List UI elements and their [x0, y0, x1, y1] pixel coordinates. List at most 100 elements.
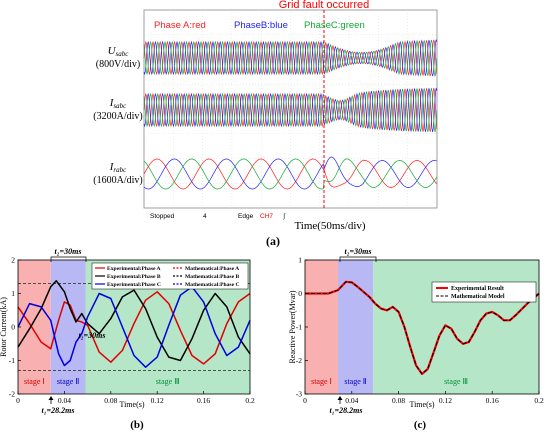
b-legend-label: Experimental:Phase C: [107, 282, 161, 288]
c-x-tick-label: 0.04: [345, 396, 358, 405]
status-channel: CH7: [260, 213, 273, 220]
c-legend-label: Experimental Result: [451, 286, 504, 292]
row-scale: (1600A/div): [93, 175, 142, 186]
c-y-tick-label: -1: [296, 323, 302, 332]
time-label: Time(50ms/div): [294, 220, 365, 232]
c-y-tick-label: 1: [298, 256, 302, 265]
c-stage-2-label: stage Ⅱ: [344, 377, 366, 386]
b-legend-label: Experimental:Phase B: [107, 274, 161, 280]
c-stage-1-label: stage Ⅰ: [311, 377, 332, 386]
c-xlabel: Time(s): [409, 400, 434, 409]
c-legend-box: [431, 281, 537, 303]
scope-irabc-phase-c: [143, 158, 438, 190]
row-label-irabc: Irabc (1600A/div): [93, 161, 142, 186]
status-stopped: Stopped: [150, 213, 175, 220]
caption-b: (b): [130, 419, 144, 431]
status-mark: ʃ: [282, 212, 286, 220]
b-ylabel: Rotor Current(kA): [0, 297, 8, 357]
b-ticks: 0 0.04 0.08 0.12 0.16 0.2 2 1 0 -1 -2: [9, 256, 255, 406]
row-label-isabc: Isabc (3200A/div): [93, 97, 142, 122]
b-x-tick-label: 0: [16, 396, 20, 405]
row-scale: (800V/div): [96, 59, 140, 70]
c-stage-3-label: stage Ⅲ: [444, 377, 468, 386]
c-series-mathematical-model: [305, 281, 540, 375]
b-legend-box: [91, 262, 249, 290]
row-label-sub: sabc: [113, 102, 127, 110]
c-series: [305, 280, 540, 375]
b-series: [17, 280, 251, 368]
c-stage-labels: stage Ⅰ stage Ⅱ stage Ⅲ: [311, 377, 468, 386]
c-ylabel: Reactive Power(Mvar): [288, 290, 297, 363]
c-stage-1-region: [305, 260, 338, 394]
c-y-tick-label: -2: [296, 356, 302, 365]
legend-phase-c: PhaseC:green: [304, 20, 365, 31]
caption-c: (c): [414, 419, 427, 431]
b-series-phase-c: [17, 286, 251, 368]
b-legend-label: Experimental:Phase A: [107, 266, 161, 272]
row-label-main: I: [109, 161, 115, 173]
c-stage-3-region: [373, 260, 539, 394]
b-y-tick-label: 1: [11, 289, 15, 298]
b-legend-label: Mathematical:Phase B: [185, 274, 239, 280]
b-x-tick-label: 0.08: [104, 396, 117, 405]
status-edge: Edge: [238, 213, 254, 220]
row-label-sub: rabc: [113, 166, 127, 174]
scope-usabc-phase-c: [143, 39, 438, 77]
svg-text:Usabc: Usabc: [108, 45, 130, 58]
b-stage-3-label: stage Ⅲ: [156, 377, 180, 386]
c-ticks: 0 0.04 0.08 0.12 0.16 0.2 1 0 -1 -2 -3: [296, 256, 544, 406]
legend-phase-a: Phase A:red: [154, 20, 206, 31]
scope-isabc-phase-b: [143, 88, 438, 132]
b-y-tick-label: 0: [11, 323, 15, 332]
scope-usabc-phase-a: [143, 39, 438, 77]
b-x-tick-label: 0.12: [151, 396, 164, 405]
b-x-tick-label: 0.2: [245, 396, 255, 405]
panel-a: Grid fault occurred Phase A:red PhaseB:b…: [93, 0, 438, 248]
b-t2-mid-label: t₂=30ms: [79, 331, 106, 340]
b-y-tick-label: 2: [11, 256, 15, 265]
c-t1-label: t₁=28.2ms: [330, 406, 363, 415]
b-legend: Experimental:Phase A Mathematical:Phase A…: [91, 262, 249, 290]
c-x-tick-label: 0: [303, 396, 307, 405]
row-scale: (3200A/div): [93, 111, 142, 122]
b-y-tick-label: -2: [9, 390, 15, 399]
c-x-tick-label: 0.2: [534, 396, 544, 405]
b-stage-1-region: [18, 260, 51, 394]
b-t1-arrowhead: [48, 396, 54, 400]
c-t2-top-label: t₂=30ms: [345, 247, 372, 256]
row-label-main: U: [108, 45, 117, 57]
row-label-usabc: Usabc (800V/div): [96, 45, 140, 70]
scope-isabc-phase-a: [143, 88, 438, 132]
b-x-tick-label: 0.04: [58, 396, 71, 405]
svg-text:Irabc: Irabc: [109, 161, 127, 174]
scope-irabc-phase-a: [143, 158, 438, 190]
b-stage-labels: stage Ⅰ stage Ⅱ stage Ⅲ: [24, 377, 180, 386]
c-x-tick-label: 0.08: [392, 396, 405, 405]
svg-text:Isabc: Isabc: [109, 97, 127, 110]
c-x-tick-label: 0.12: [439, 396, 452, 405]
c-legend-label: Mathematical Model: [451, 294, 505, 300]
caption-a: (a): [266, 234, 280, 248]
b-stage-1-label: stage Ⅰ: [24, 377, 45, 386]
b-xlabel: Time(s): [119, 400, 144, 409]
legend-phase-b: PhaseB:blue: [234, 20, 288, 31]
status-number: 4: [203, 213, 207, 220]
c-x-tick-label: 0.16: [486, 396, 499, 405]
b-stage-2-region: [50, 260, 86, 394]
b-t2-bracket: [50, 256, 87, 262]
row-label-main: I: [109, 97, 115, 109]
row-label-sub: sabc: [116, 50, 130, 58]
scope-usabc-phase-b: [143, 39, 438, 77]
b-series-phase-a: [17, 291, 251, 365]
c-stage-2-region: [337, 260, 374, 394]
b-t1-label: t₁=28.2ms: [42, 406, 75, 415]
b-legend-label: Mathematical:Phase C: [185, 282, 240, 288]
scope-waves: [143, 39, 438, 190]
b-x-tick-label: 0.16: [197, 396, 210, 405]
scope-irabc-phase-b: [143, 156, 437, 190]
b-stage-2-label: stage Ⅱ: [57, 377, 79, 386]
scope-isabc-phase-c: [143, 88, 438, 132]
c-y-tick-label: 0: [298, 289, 302, 298]
